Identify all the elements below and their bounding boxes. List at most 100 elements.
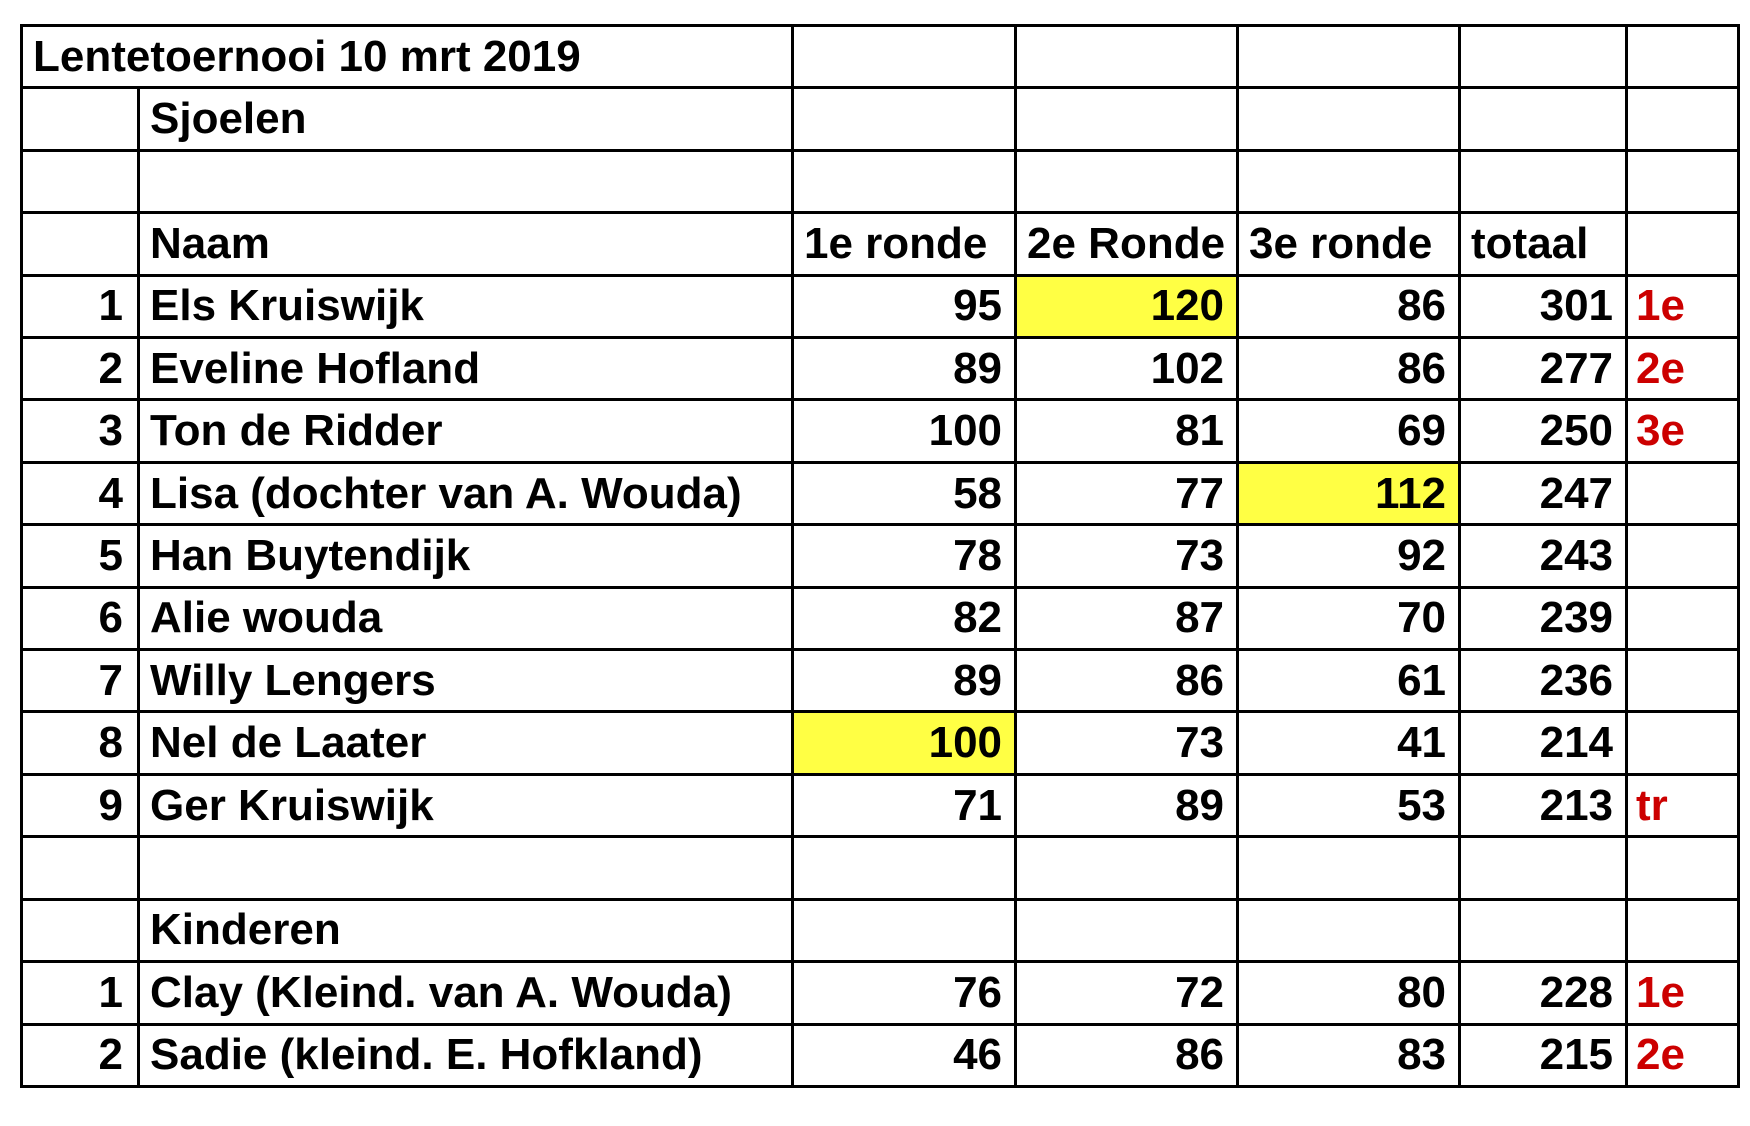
round1-cell: 95	[791, 273, 1018, 340]
round1-cell: 82	[791, 585, 1018, 652]
round3-cell: 92	[1236, 523, 1462, 589]
place-cell: 1e	[1625, 960, 1741, 1026]
section-row-sjoelen: Sjoelen	[20, 86, 1741, 152]
empty-cell	[1236, 23, 1462, 90]
total-cell: 239	[1458, 585, 1629, 652]
round1-cell: 89	[791, 336, 1018, 402]
rank-cell: 2	[20, 1022, 140, 1088]
rank-cell: 6	[20, 585, 140, 652]
round1-cell: 76	[791, 960, 1018, 1026]
name-cell: Han Buytendijk	[136, 523, 795, 589]
round2-cell: 87	[1014, 585, 1240, 652]
empty-cell	[1458, 86, 1629, 152]
empty-cell	[1625, 835, 1741, 901]
round3-cell: 83	[1236, 1022, 1462, 1088]
total-cell: 215	[1458, 1022, 1629, 1088]
empty-cell	[136, 148, 795, 215]
name-cell: Lisa (dochter van A. Wouda)	[136, 460, 795, 527]
round3-cell: 61	[1236, 648, 1462, 714]
round1-cell: 89	[791, 648, 1018, 714]
empty-cell	[20, 835, 140, 901]
empty-cell	[1236, 86, 1462, 152]
empty-cell	[791, 897, 1018, 964]
round3-cell: 86	[1236, 273, 1462, 340]
place-cell	[1625, 710, 1741, 776]
empty-cell	[1014, 897, 1240, 964]
name-cell: Alie wouda	[136, 585, 795, 652]
total-cell: 243	[1458, 523, 1629, 589]
total-cell: 213	[1458, 772, 1629, 839]
name-cell: Clay (Kleind. van A. Wouda)	[136, 960, 795, 1026]
place-cell	[1625, 585, 1741, 652]
round1-cell: 78	[791, 523, 1018, 589]
empty-cell	[20, 148, 140, 215]
round2-cell: 81	[1014, 398, 1240, 464]
empty-cell	[1625, 148, 1741, 215]
round2-cell: 73	[1014, 710, 1240, 776]
empty-cell	[1458, 835, 1629, 901]
round2-cell: 73	[1014, 523, 1240, 589]
place-cell: 2e	[1625, 1022, 1741, 1088]
table-row: 5 Han Buytendijk 78 73 92 243	[20, 523, 1741, 589]
place-cell: 3e	[1625, 398, 1741, 464]
place-cell: 2e	[1625, 336, 1741, 402]
rank-cell: 1	[20, 273, 140, 340]
empty-cell	[791, 86, 1018, 152]
round2-cell: 89	[1014, 772, 1240, 839]
empty-cell	[1014, 835, 1240, 901]
empty-cell	[791, 148, 1018, 215]
total-cell: 277	[1458, 336, 1629, 402]
round3-cell: 70	[1236, 585, 1462, 652]
empty-cell	[1014, 148, 1240, 215]
empty-cell	[1625, 86, 1741, 152]
empty-cell	[1236, 835, 1462, 901]
sheet-title: Lentetoernooi 10 mrt 2019	[19, 23, 795, 90]
table-row: 9 Ger Kruiswijk 71 89 53 213 tr	[20, 772, 1741, 839]
name-cell: Ger Kruiswijk	[136, 772, 795, 839]
name-cell: Eveline Hofland	[136, 336, 795, 402]
place-cell	[1625, 523, 1741, 589]
table-row: 2 Eveline Hofland 89 102 86 277 2e	[20, 336, 1741, 402]
header-ronde3: 3e ronde	[1236, 211, 1462, 277]
round1-cell: 100	[791, 398, 1018, 464]
empty-cell	[20, 897, 140, 964]
empty-cell	[1458, 148, 1629, 215]
empty-cell	[1014, 23, 1240, 90]
empty-row	[20, 148, 1741, 215]
table-row: 2 Sadie (kleind. E. Hofkland) 46 86 83 2…	[20, 1022, 1741, 1088]
round3-cell: 86	[1236, 336, 1462, 402]
table-row: 8 Nel de Laater 100 73 41 214	[20, 710, 1741, 776]
round3-cell: 53	[1236, 772, 1462, 839]
round3-cell: 80	[1236, 960, 1462, 1026]
round1-cell: 58	[791, 460, 1018, 527]
total-cell: 250	[1458, 398, 1629, 464]
empty-cell	[791, 23, 1018, 90]
section-title-kinderen: Kinderen	[136, 897, 795, 964]
header-naam: Naam	[136, 211, 795, 277]
empty-cell	[1236, 148, 1462, 215]
round3-cell: 41	[1236, 710, 1462, 776]
name-cell: Nel de Laater	[136, 710, 795, 776]
empty-cell	[1625, 897, 1741, 964]
total-cell: 228	[1458, 960, 1629, 1026]
place-cell	[1625, 648, 1741, 714]
empty-cell	[1236, 897, 1462, 964]
header-row: Naam 1e ronde 2e Ronde 3e ronde totaal	[20, 211, 1741, 277]
header-ronde2: 2e Ronde	[1014, 211, 1240, 277]
rank-cell: 9	[20, 772, 140, 839]
rank-cell: 2	[20, 336, 140, 402]
header-totaal: totaal	[1458, 211, 1629, 277]
rank-cell: 4	[20, 460, 140, 527]
round1-cell-highlighted: 100	[791, 710, 1018, 776]
table-row: 7 Willy Lengers 89 86 61 236	[20, 648, 1741, 714]
name-cell: Els Kruiswijk	[136, 273, 795, 340]
empty-cell	[20, 86, 140, 152]
round1-cell: 46	[791, 1022, 1018, 1088]
rank-cell: 7	[20, 648, 140, 714]
empty-cell	[136, 835, 795, 901]
name-cell: Ton de Ridder	[136, 398, 795, 464]
round3-cell: 69	[1236, 398, 1462, 464]
header-ronde1: 1e ronde	[791, 211, 1018, 277]
total-cell: 236	[1458, 648, 1629, 714]
round2-cell: 102	[1014, 336, 1240, 402]
